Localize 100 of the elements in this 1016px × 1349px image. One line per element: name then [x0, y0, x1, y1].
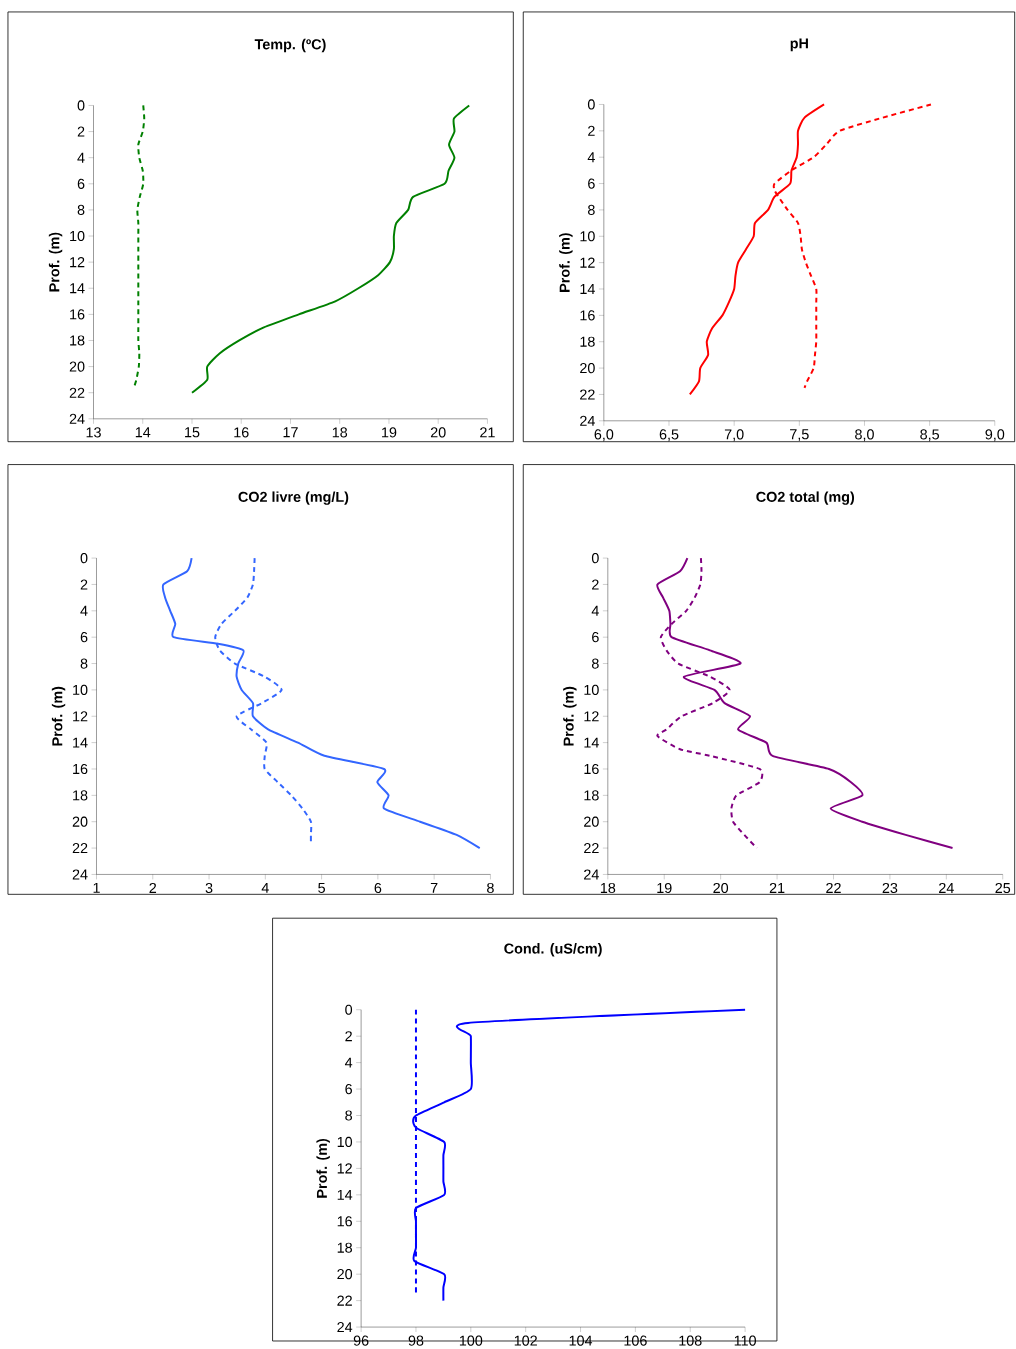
- y-tick-label: 24: [584, 869, 600, 880]
- y-tick-label: 10: [70, 230, 85, 242]
- y-tick-label: 20: [72, 816, 88, 827]
- line-series: [191, 104, 471, 394]
- y-tick-label: 2: [77, 126, 85, 137]
- y-tick-label: 8: [592, 658, 599, 669]
- y-tick-label: 20: [580, 362, 595, 374]
- y-tick-label: 20: [337, 1269, 353, 1280]
- x-tick-label: 9,0: [985, 429, 1005, 442]
- x-tick-label: 6,5: [659, 429, 679, 442]
- y-tick-label: 24: [72, 869, 88, 880]
- y-tick-label: 18: [584, 790, 599, 801]
- y-tick-label: 4: [77, 152, 85, 163]
- x-tick-label: 96: [353, 1335, 369, 1346]
- y-tick-label: 6: [77, 178, 85, 189]
- x-tick-label: 7,0: [725, 429, 744, 442]
- y-tick-label: 16: [337, 1216, 353, 1227]
- y-tick-label: 8: [345, 1110, 353, 1121]
- x-tick-label: 110: [734, 1335, 757, 1346]
- y-tick-label: 22: [337, 1295, 353, 1306]
- y-tick-label: 0: [592, 553, 599, 564]
- x-tick-label: 6,0: [594, 429, 614, 442]
- x-tick-label: 8,5: [920, 429, 940, 442]
- y-tick-label: 12: [70, 257, 85, 268]
- y-axis-title: Prof. (m): [563, 686, 577, 746]
- x-tick-label: 14: [136, 427, 151, 438]
- y-tick-label: 12: [580, 257, 595, 268]
- y-tick-label: 22: [72, 843, 88, 854]
- y-tick-label: 10: [580, 231, 595, 242]
- y-tick-label: 4: [591, 605, 600, 616]
- y-tick-label: 0: [345, 1004, 353, 1015]
- y-tick-label: 22: [580, 389, 595, 400]
- x-tick-label: 7: [431, 882, 438, 893]
- x-tick-label: 25: [995, 882, 1011, 894]
- chart-title: Temp. (ºC): [254, 38, 326, 53]
- x-tick-label: 19: [657, 882, 672, 894]
- x-tick-label: 1: [93, 882, 100, 893]
- y-tick-label: 22: [584, 843, 599, 854]
- y-tick-label: 12: [584, 711, 599, 722]
- y-tick-label: 0: [77, 100, 85, 111]
- x-tick-label: 21: [480, 427, 495, 438]
- x-tick-label: 19: [382, 427, 397, 438]
- y-tick-label: 2: [588, 125, 595, 136]
- x-tick-label: 20: [713, 882, 729, 894]
- x-tick-label: 5: [318, 882, 326, 893]
- y-tick-label: 8: [588, 204, 595, 215]
- y-tick-label: 16: [73, 763, 88, 775]
- y-tick-label: 4: [587, 152, 596, 163]
- y-tick-label: 6: [80, 632, 88, 643]
- y-tick-label: 8: [80, 658, 88, 669]
- x-tick-label: 20: [431, 427, 446, 438]
- x-tick-label: 8: [487, 882, 494, 894]
- y-tick-label: 8: [77, 204, 85, 215]
- x-tick-label: 8,0: [855, 429, 875, 442]
- line-series: [656, 557, 954, 850]
- y-tick-label: 14: [584, 737, 600, 748]
- y-tick-label: 24: [337, 1322, 353, 1333]
- y-tick-label: 10: [584, 684, 599, 695]
- chart-title: CO2 total (mg): [756, 491, 855, 505]
- x-tick-label: 18: [601, 882, 616, 894]
- x-tick-label: 106: [624, 1335, 647, 1346]
- y-tick-label: 0: [588, 99, 595, 110]
- x-tick-label: 13: [86, 427, 102, 438]
- x-tick-label: 6: [374, 882, 382, 894]
- x-tick-label: 102: [514, 1335, 538, 1346]
- y-tick-label: 6: [588, 178, 595, 189]
- line-series: [133, 104, 146, 388]
- y-tick-label: 2: [592, 579, 599, 590]
- y-tick-label: 20: [69, 361, 85, 372]
- y-tick-label: 4: [345, 1057, 353, 1068]
- y-tick-label: 20: [584, 816, 599, 827]
- x-tick-label: 21: [769, 882, 785, 893]
- y-axis-title: Prof. (m): [559, 233, 573, 292]
- x-tick-label: 108: [679, 1335, 702, 1346]
- y-tick-label: 2: [345, 1031, 353, 1042]
- chart-title: Cond. (uS/cm): [504, 943, 602, 957]
- y-tick-label: 18: [580, 336, 595, 347]
- y-tick-label: 6: [592, 632, 599, 643]
- y-tick-label: 18: [70, 335, 85, 346]
- y-tick-label: 16: [580, 310, 595, 321]
- x-tick-label: 100: [460, 1335, 483, 1346]
- x-tick-label: 15: [185, 427, 200, 438]
- y-tick-label: 10: [73, 684, 88, 695]
- y-tick-label: 14: [337, 1189, 353, 1200]
- line-series: [412, 1008, 747, 1302]
- x-tick-label: 104: [569, 1335, 593, 1346]
- chart-title: pH: [790, 38, 809, 52]
- x-tick-label: 98: [408, 1335, 424, 1346]
- y-tick-label: 24: [69, 413, 85, 424]
- y-tick-label: 14: [580, 284, 596, 294]
- y-tick-label: 0: [80, 553, 88, 564]
- y-tick-label: 10: [337, 1136, 353, 1148]
- line-series: [161, 557, 481, 850]
- x-tick-label: 4: [261, 882, 270, 893]
- y-axis-title: Prof. (m): [49, 232, 63, 292]
- x-tick-label: 17: [283, 427, 298, 438]
- y-tick-label: 2: [80, 579, 88, 590]
- y-tick-label: 4: [80, 605, 88, 616]
- y-axis-title: Prof. (m): [51, 686, 66, 746]
- y-tick-label: 14: [73, 737, 88, 748]
